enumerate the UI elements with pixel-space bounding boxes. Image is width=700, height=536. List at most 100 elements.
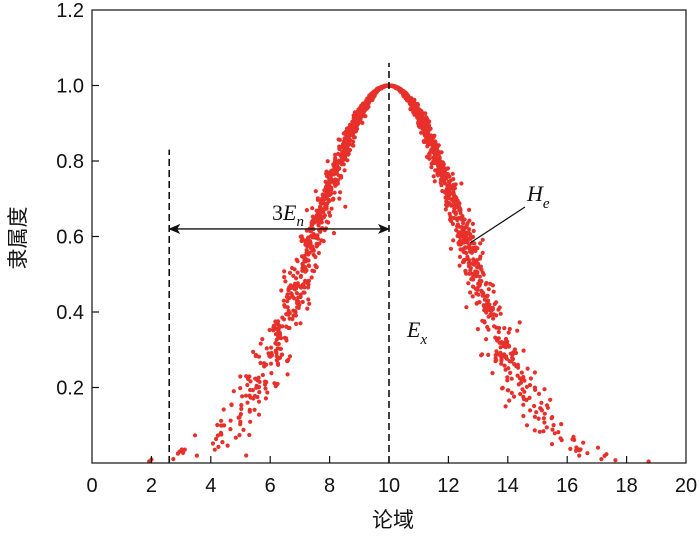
cloud-drop — [438, 163, 443, 168]
cloud-drop — [521, 402, 526, 407]
cloud-drop — [340, 156, 345, 161]
x-tick-label: 0 — [86, 475, 97, 497]
cloud-drop — [450, 171, 455, 176]
cloud-drop — [258, 341, 263, 346]
cloud-drop — [309, 222, 314, 227]
cloud-drop — [337, 166, 342, 171]
x-tick-label: 2 — [146, 475, 157, 497]
x-tick-label: 12 — [437, 475, 459, 497]
cloud-drop — [491, 289, 496, 294]
cloud-drop — [347, 148, 352, 153]
cloud-drop — [432, 179, 437, 184]
cloud-drop — [310, 206, 315, 211]
cloud-drop — [228, 418, 233, 423]
cloud-drop — [225, 443, 230, 448]
cloud-drop — [300, 299, 305, 305]
cloud-drop — [451, 182, 456, 187]
cloud-drop — [527, 395, 532, 400]
cloud-drop — [478, 241, 483, 246]
cloud-drop — [411, 106, 416, 112]
he-pointer-line — [469, 206, 526, 244]
cloud-drop — [544, 403, 550, 408]
cloud-drop — [215, 422, 220, 428]
cloud-drop — [520, 387, 525, 392]
span-label: 3En — [272, 200, 304, 230]
cloud-drop — [536, 391, 542, 396]
cloud-drop — [394, 85, 399, 90]
cloud-drop — [310, 214, 315, 219]
cloud-drop — [419, 130, 424, 135]
cloud-drop — [339, 174, 344, 179]
cloud-drop — [532, 403, 537, 409]
cloud-drop — [497, 305, 502, 310]
cloud-drop — [288, 283, 293, 288]
cloud-drop — [500, 386, 505, 391]
cloud-drop — [476, 261, 481, 266]
cloud-drop — [585, 451, 590, 456]
cloud-drop — [486, 327, 491, 332]
cloud-drop — [417, 118, 423, 123]
cloud-drop — [276, 328, 281, 333]
cloud-drop — [425, 133, 430, 138]
cloud-drop — [348, 129, 353, 134]
cloud-drop — [474, 274, 479, 279]
cloud-drop — [507, 398, 512, 403]
cloud-drop — [430, 137, 435, 142]
y-tick-label: 0.6 — [56, 227, 84, 249]
cloud-drop — [475, 285, 480, 291]
cloud-drop — [221, 407, 226, 412]
cloud-drop — [468, 266, 473, 271]
cloud-drop — [279, 336, 284, 341]
cloud-drop — [315, 197, 320, 202]
cloud-drop — [494, 313, 499, 318]
cloud-drop — [467, 258, 472, 263]
cloud-drop — [260, 372, 265, 378]
cloud-drop — [483, 282, 488, 287]
cloud-drop — [431, 142, 436, 147]
cloud-drop — [465, 240, 470, 245]
cloud-drop — [470, 284, 476, 289]
cloud-drop — [462, 250, 467, 255]
cloud-drop — [216, 444, 221, 449]
cloud-drop — [490, 305, 495, 310]
cloud-drop — [457, 204, 462, 210]
cloud-drop — [210, 441, 215, 446]
cloud-drop — [595, 445, 601, 450]
cloud-drop — [253, 353, 258, 359]
cloud-drop — [352, 112, 357, 118]
cloud-drop — [549, 416, 554, 421]
cloud-drop — [480, 237, 485, 242]
cloud-drop — [285, 299, 290, 304]
cloud-drop — [286, 325, 291, 331]
cloud-drop — [440, 189, 445, 194]
cloud-drop — [353, 117, 358, 122]
cloud-drop — [233, 435, 238, 440]
cloud-drop — [460, 227, 465, 233]
cloud-drop — [268, 361, 274, 366]
cloud-drop — [502, 363, 507, 368]
cloud-drop — [457, 263, 462, 268]
cloud-drop — [229, 402, 234, 407]
cloud-drop — [436, 172, 441, 177]
cloud-drop — [238, 386, 243, 391]
cloud-drop — [509, 355, 515, 360]
cloud-drop — [302, 290, 307, 295]
cloud-drop — [273, 348, 278, 353]
cloud-drop — [333, 177, 338, 182]
cloud-drop — [245, 400, 250, 405]
cloud-drop — [506, 388, 511, 393]
cloud-drop — [599, 457, 604, 462]
cloud-drop — [323, 206, 328, 211]
cloud-drop — [279, 288, 284, 293]
cloud-drop — [505, 375, 510, 380]
cloud-drop — [445, 173, 450, 178]
cloud-drop — [474, 291, 479, 296]
cloud-drop — [343, 139, 349, 144]
cloud-drop — [478, 254, 483, 259]
cloud-drop — [293, 286, 299, 291]
cloud-drop — [404, 93, 409, 98]
cloud-drop — [570, 437, 575, 442]
cloud-drop — [281, 317, 287, 322]
cloud-drop — [507, 359, 512, 364]
